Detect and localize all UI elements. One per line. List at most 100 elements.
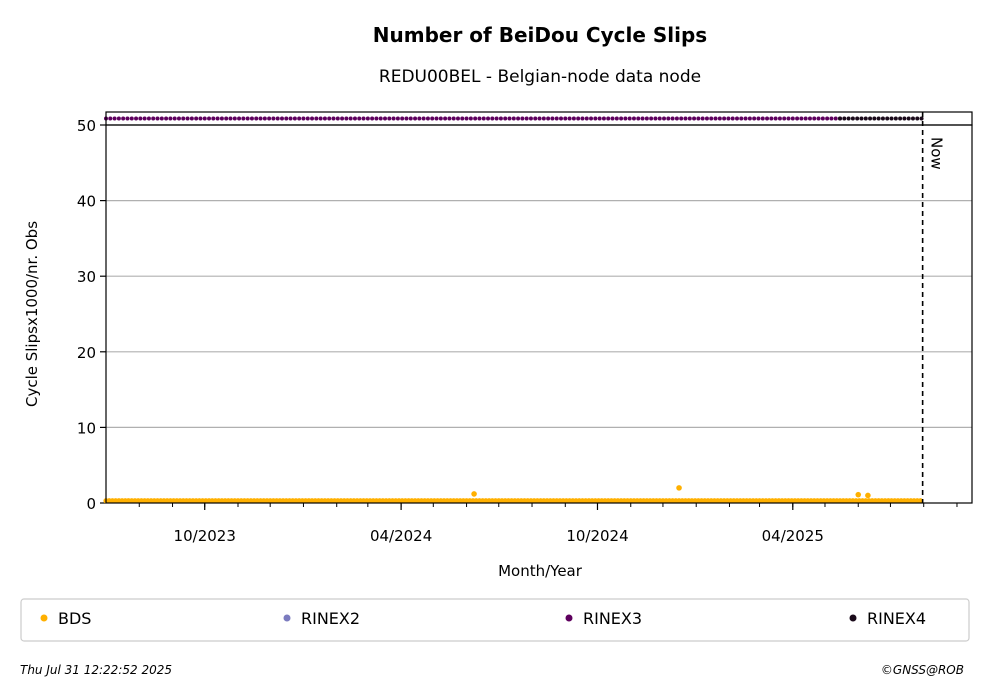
- data-point: [498, 116, 503, 121]
- data-point: [687, 116, 692, 121]
- data-point: [825, 116, 830, 121]
- data-point: [893, 116, 898, 121]
- data-point: [172, 116, 177, 121]
- y-tick-label: 40: [77, 193, 96, 211]
- data-point: [833, 116, 838, 121]
- data-point: [769, 116, 774, 121]
- data-point: [516, 116, 521, 121]
- data-point: [846, 116, 851, 121]
- legend-label-rinex4: RINEX4: [867, 609, 926, 628]
- data-point: [297, 116, 302, 121]
- data-point: [322, 116, 327, 121]
- data-point: [391, 116, 396, 121]
- series-rinex4: [838, 116, 924, 121]
- data-point: [593, 116, 598, 121]
- data-point: [640, 116, 645, 121]
- data-point: [335, 116, 340, 121]
- data-point: [610, 116, 615, 121]
- data-point: [576, 116, 581, 121]
- legend: BDS RINEX2 RINEX3 RINEX4: [20, 598, 970, 642]
- data-point: [859, 116, 864, 121]
- data-point: [528, 116, 533, 121]
- data-point: [340, 116, 345, 121]
- data-point: [494, 116, 499, 121]
- data-point: [726, 116, 731, 121]
- data-point: [194, 116, 199, 121]
- data-point: [344, 116, 349, 121]
- data-point: [237, 116, 242, 121]
- legend-label-rinex2: RINEX2: [301, 609, 360, 628]
- data-point: [756, 116, 761, 121]
- y-tick-label: 0: [86, 495, 96, 513]
- data-point: [249, 116, 254, 121]
- data-point: [554, 116, 559, 121]
- data-point: [451, 116, 456, 121]
- data-point: [752, 116, 757, 121]
- data-point: [917, 498, 924, 504]
- data-point: [288, 116, 293, 121]
- data-point: [245, 116, 250, 121]
- data-point: [198, 116, 203, 121]
- y-axis-ticks: 0 10 20 30 40 50: [77, 117, 106, 513]
- data-point: [546, 116, 551, 121]
- data-point: [919, 116, 924, 121]
- data-point: [395, 116, 400, 121]
- x-axis-label: Month/Year: [498, 562, 583, 580]
- data-point: [747, 116, 752, 121]
- data-point: [434, 116, 439, 121]
- data-point: [807, 116, 812, 121]
- data-point: [348, 116, 353, 121]
- data-point: [657, 116, 662, 121]
- overflow-strip: [105, 111, 973, 126]
- data-point: [318, 116, 323, 121]
- data-point: [279, 116, 284, 121]
- data-point: [211, 116, 216, 121]
- data-point: [541, 116, 546, 121]
- data-point: [507, 116, 512, 121]
- data-point: [717, 116, 722, 121]
- x-tick-label: 10/2024: [566, 527, 628, 545]
- data-point: [623, 116, 628, 121]
- data-point: [614, 116, 619, 121]
- data-point: [370, 116, 375, 121]
- data-point: [151, 116, 156, 121]
- data-point: [387, 116, 392, 121]
- data-point: [773, 116, 778, 121]
- data-point: [876, 116, 881, 121]
- x-tick-label: 04/2025: [762, 527, 824, 545]
- data-point: [653, 116, 658, 121]
- data-point: [584, 116, 589, 121]
- data-point: [438, 116, 443, 121]
- data-point: [777, 116, 782, 121]
- data-point: [838, 116, 843, 121]
- legend-marker-rinex3: [565, 614, 573, 622]
- data-point: [795, 116, 800, 121]
- data-point: [241, 116, 246, 121]
- data-point: [471, 491, 477, 497]
- footer-credit: ©GNSS@ROB: [881, 663, 964, 677]
- data-point: [580, 116, 585, 121]
- data-point: [327, 116, 332, 121]
- data-point: [902, 116, 907, 121]
- data-point: [447, 116, 452, 121]
- data-point: [503, 116, 508, 121]
- data-point: [863, 116, 868, 121]
- data-point: [842, 116, 847, 121]
- y-tick-label: 30: [77, 268, 96, 286]
- x-tick-label: 10/2023: [174, 527, 236, 545]
- plot-area: [105, 124, 973, 504]
- data-point: [490, 116, 495, 121]
- data-point: [558, 116, 563, 121]
- x-axis-ticks: 10/2023 04/2024 10/2024 04/2025: [138, 503, 958, 545]
- data-point: [138, 116, 143, 121]
- data-point: [644, 116, 649, 121]
- legend-marker-rinex4: [849, 614, 857, 622]
- data-point: [636, 116, 641, 121]
- data-point: [486, 116, 491, 121]
- legend-marker-rinex2: [283, 614, 291, 622]
- data-point: [292, 116, 297, 121]
- data-point: [674, 116, 679, 121]
- data-point: [790, 116, 795, 121]
- data-point: [262, 116, 267, 121]
- data-point: [352, 116, 357, 121]
